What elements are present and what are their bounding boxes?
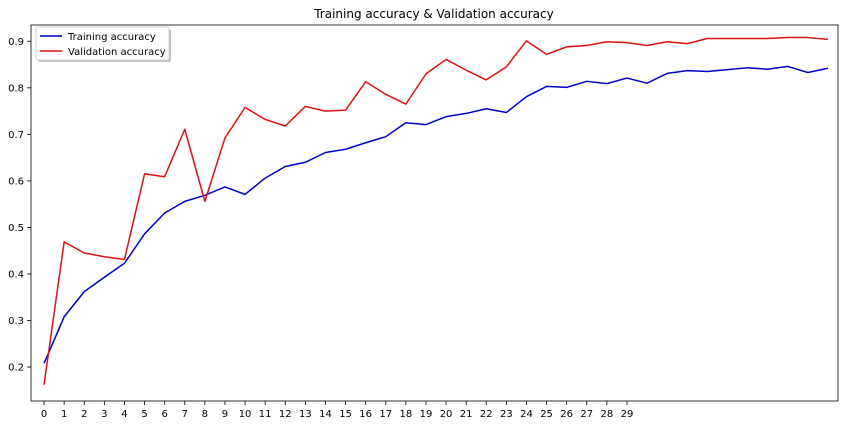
x-tick-label: 2 — [81, 409, 87, 420]
x-tick-label: 10 — [239, 409, 252, 420]
x-tick-label: 13 — [299, 409, 312, 420]
x-tick-label: 23 — [500, 409, 513, 420]
y-tick-label: 0.3 — [8, 316, 24, 327]
series-line-training — [43, 65, 829, 364]
plot-area-frame — [30, 24, 839, 402]
series-group — [43, 36, 829, 385]
x-tick-label: 7 — [182, 409, 188, 420]
x-tick-label: 25 — [540, 409, 553, 420]
x-tick-label: 26 — [560, 409, 573, 420]
y-tick-label: 0.6 — [8, 176, 24, 187]
x-tick-label: 16 — [359, 409, 372, 420]
y-tick-label: 0.8 — [8, 83, 24, 94]
x-tick-label: 24 — [520, 409, 533, 420]
series-line-validation — [43, 36, 829, 385]
chart-title: Training accuracy & Validation accuracy — [313, 7, 554, 21]
x-tick-label: 29 — [621, 409, 634, 420]
y-tick-label: 0.5 — [8, 223, 24, 234]
x-tick-label: 8 — [202, 409, 208, 420]
x-tick-label: 18 — [399, 409, 412, 420]
y-tick-label: 0.9 — [8, 37, 24, 48]
x-tick-label: 6 — [161, 409, 167, 420]
legend: Training accuracy Validation accuracy — [35, 26, 171, 62]
legend-box — [35, 26, 170, 61]
x-tick-label: 5 — [141, 409, 147, 420]
x-tick-label: 12 — [279, 409, 292, 420]
y-tick-label: 0.4 — [8, 269, 24, 280]
x-tick-label: 20 — [440, 409, 453, 420]
y-tick-label: 0.7 — [8, 130, 24, 141]
x-tick-label: 22 — [480, 409, 493, 420]
y-axis: 0.2 0.3 0.4 0.5 0.6 0.7 0.8 0.9 — [8, 37, 31, 374]
legend-label-training: Training accuracy — [67, 32, 156, 43]
y-tick-label: 0.2 — [8, 363, 24, 374]
x-tick-label: 17 — [379, 409, 392, 420]
legend-label-validation: Validation accuracy — [68, 47, 166, 58]
x-tick-label: 9 — [222, 409, 228, 420]
x-tick-label: 15 — [339, 409, 352, 420]
x-tick-label: 3 — [101, 409, 107, 420]
x-tick-label: 27 — [580, 409, 593, 420]
x-tick-label: 1 — [61, 409, 67, 420]
x-tick-label: 0 — [41, 409, 47, 420]
x-tick-label: 19 — [420, 409, 433, 420]
x-tick-label: 21 — [460, 409, 473, 420]
x-tick-label: 28 — [600, 409, 613, 420]
x-axis: 0 1 2 3 4 5 6 7 8 9 10 11 12 13 14 15 16 17 18 19 20 21 22 23 24… — [41, 401, 633, 420]
x-tick-label: 14 — [319, 409, 332, 420]
x-tick-label: 11 — [259, 409, 272, 420]
x-tick-label: 4 — [121, 409, 127, 420]
